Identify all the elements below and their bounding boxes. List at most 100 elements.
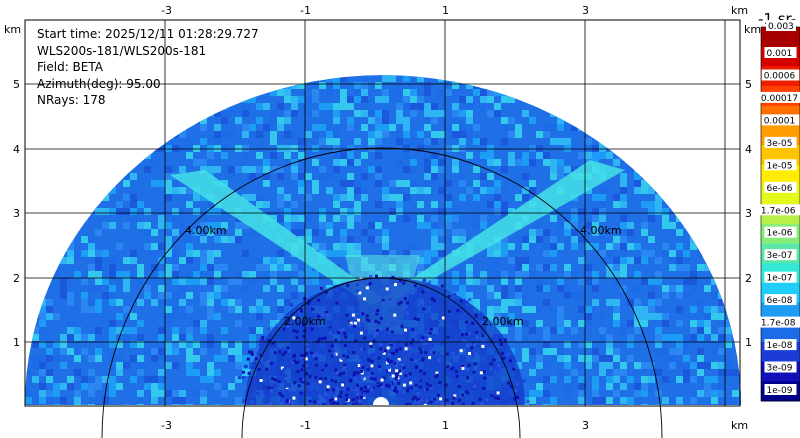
data-cell [386, 369, 390, 373]
data-cell [391, 355, 395, 359]
data-cell [270, 320, 277, 327]
data-cell [402, 292, 406, 296]
data-cell [662, 152, 669, 159]
data-cell [221, 145, 228, 152]
colorbar-label-bg [764, 384, 797, 395]
data-cell [123, 278, 130, 285]
data-cell [655, 369, 662, 376]
data-cell [422, 372, 426, 376]
data-cell [144, 383, 151, 390]
data-cell [288, 349, 292, 353]
data-cell [431, 229, 438, 236]
data-cell [389, 124, 396, 131]
data-cell [193, 208, 200, 215]
data-cell [417, 264, 424, 271]
data-cell [571, 110, 578, 117]
data-cell [592, 299, 599, 306]
data-cell [389, 215, 396, 222]
data-cell [543, 243, 550, 250]
data-cell [381, 385, 385, 389]
data-cell [431, 173, 438, 180]
data-cell [360, 347, 364, 351]
data-cell [465, 343, 469, 347]
data-cell [452, 236, 459, 243]
data-cell [382, 131, 389, 138]
data-cell [186, 334, 193, 341]
data-cell [648, 201, 655, 208]
data-cell [662, 250, 669, 257]
data-cell [711, 306, 718, 313]
data-cell [420, 398, 424, 402]
data-cell [333, 201, 340, 208]
data-cell [221, 110, 228, 117]
data-cell [501, 187, 508, 194]
data-cell [25, 397, 32, 404]
data-cell [557, 313, 564, 320]
data-cell [393, 313, 397, 317]
data-cell [578, 355, 585, 362]
data-cell [361, 173, 368, 180]
data-cell [494, 243, 501, 250]
data-cell [357, 364, 361, 367]
data-cell [305, 372, 309, 376]
data-cell [281, 353, 285, 357]
data-cell [347, 96, 354, 103]
data-cell [452, 396, 456, 400]
data-cell [402, 366, 406, 370]
data-cell [318, 394, 322, 398]
data-cell [352, 387, 356, 390]
data-cell [375, 82, 382, 89]
x-tick-label: 1 [442, 4, 449, 17]
data-cell [333, 110, 340, 117]
data-cell [370, 364, 374, 368]
data-cell [74, 404, 81, 405]
data-cell [697, 376, 704, 383]
data-cell [460, 333, 464, 337]
data-cell [312, 354, 316, 358]
data-cell [151, 117, 158, 124]
data-cell [732, 145, 739, 152]
data-cell [613, 313, 620, 320]
data-cell [357, 321, 361, 325]
data-cell [53, 124, 60, 131]
data-cell [207, 278, 214, 285]
data-cell [130, 173, 137, 180]
data-cell [627, 404, 634, 405]
data-cell [732, 110, 739, 117]
data-cell [431, 297, 434, 301]
data-cell [509, 385, 513, 388]
data-cell [32, 138, 39, 145]
data-cell [67, 145, 74, 152]
data-cell [361, 229, 368, 236]
data-cell [516, 396, 519, 400]
data-cell [324, 392, 328, 396]
data-cell [375, 274, 378, 278]
data-cell [130, 355, 137, 362]
data-cell [669, 250, 676, 257]
data-cell [74, 180, 81, 187]
data-cell [347, 180, 354, 187]
data-cell [397, 302, 401, 306]
colorbar-label-bg [764, 339, 797, 351]
data-cell [256, 327, 263, 334]
data-cell [242, 131, 249, 138]
data-cell [318, 371, 321, 375]
data-cell [655, 404, 662, 405]
data-cell [242, 103, 249, 110]
data-cell [304, 357, 308, 361]
data-cell [536, 236, 543, 243]
data-cell [284, 194, 291, 201]
data-cell [718, 201, 725, 208]
data-cell [382, 117, 389, 124]
data-cell [116, 327, 123, 334]
data-cell [109, 145, 116, 152]
data-cell [711, 292, 718, 299]
data-cell [46, 124, 53, 131]
data-cell [326, 187, 333, 194]
data-cell [683, 355, 690, 362]
data-cell [641, 117, 648, 124]
colorbar-label: 1e-05 [767, 161, 793, 171]
data-cell [270, 110, 277, 117]
data-cell [571, 215, 578, 222]
colorbar-label: 0.0006 [764, 72, 796, 82]
